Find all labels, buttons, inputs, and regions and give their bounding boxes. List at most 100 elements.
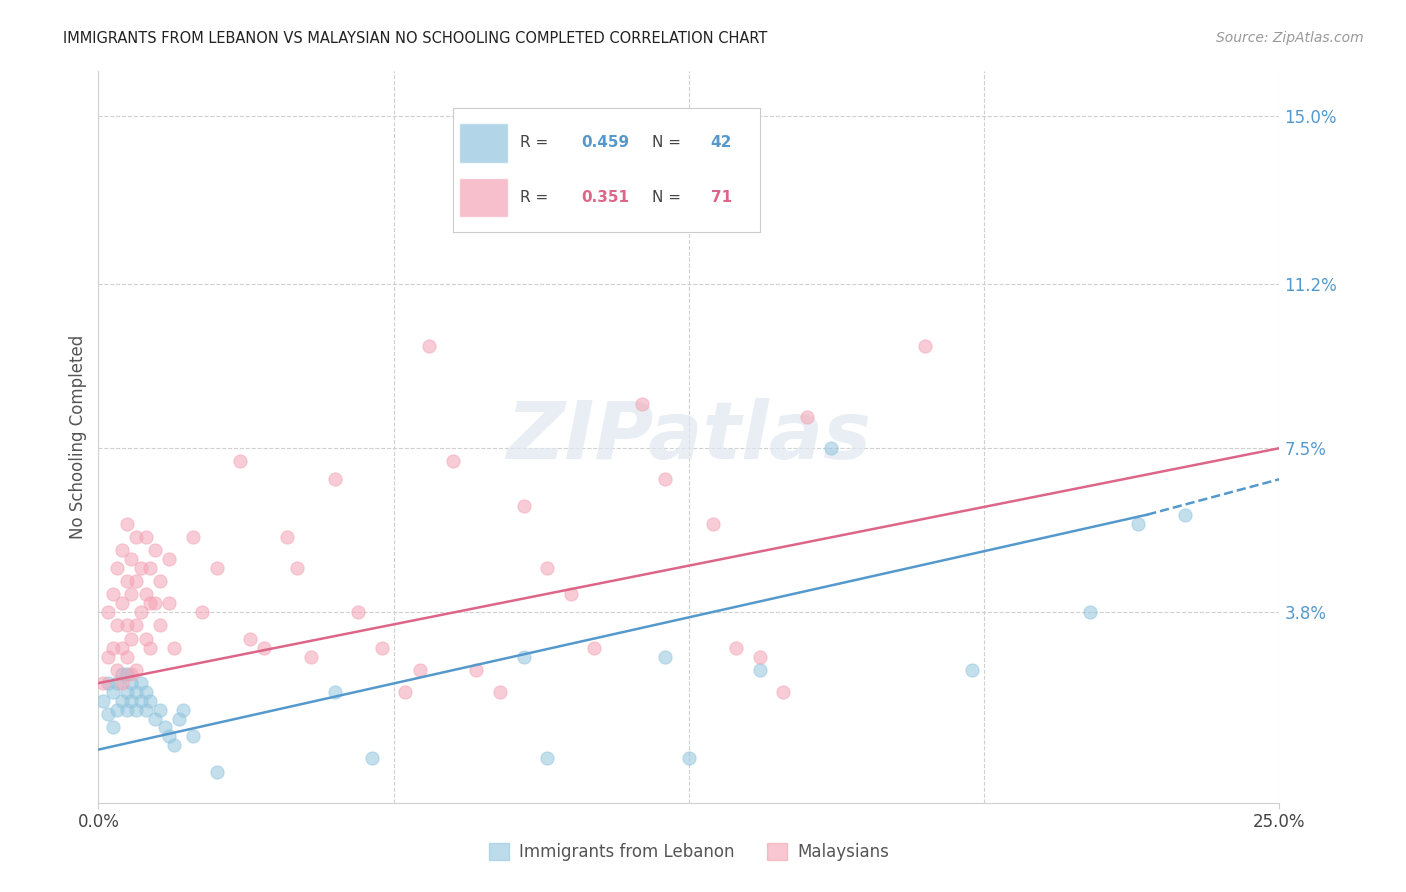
Point bbox=[143, 596, 166, 610]
Point bbox=[748, 663, 770, 677]
Point bbox=[299, 649, 322, 664]
Point bbox=[135, 703, 157, 717]
Point bbox=[157, 596, 180, 610]
Point bbox=[111, 596, 134, 610]
Point bbox=[125, 685, 148, 699]
Point bbox=[135, 530, 157, 544]
Point bbox=[111, 676, 134, 690]
Point bbox=[153, 721, 176, 735]
Point bbox=[1080, 605, 1102, 619]
Point bbox=[121, 587, 143, 601]
Point bbox=[105, 676, 128, 690]
Point bbox=[139, 694, 162, 708]
Point bbox=[512, 649, 534, 664]
Point bbox=[748, 649, 770, 664]
Point bbox=[115, 516, 138, 531]
Point bbox=[121, 667, 143, 681]
Point bbox=[1174, 508, 1197, 522]
Point bbox=[91, 676, 114, 690]
Point bbox=[489, 685, 512, 699]
Point bbox=[149, 703, 172, 717]
Point bbox=[135, 587, 157, 601]
Point bbox=[115, 574, 138, 589]
Point bbox=[239, 632, 262, 646]
Point bbox=[101, 587, 124, 601]
Point bbox=[725, 640, 748, 655]
Point bbox=[962, 663, 984, 677]
Point bbox=[229, 454, 252, 468]
Point bbox=[125, 574, 148, 589]
Point bbox=[105, 561, 128, 575]
Point bbox=[125, 530, 148, 544]
Point bbox=[323, 685, 346, 699]
Point bbox=[347, 605, 370, 619]
Point bbox=[143, 543, 166, 558]
Point bbox=[105, 618, 128, 632]
Point bbox=[408, 663, 430, 677]
Point bbox=[125, 703, 148, 717]
Point bbox=[654, 649, 676, 664]
Point bbox=[121, 552, 143, 566]
Point bbox=[121, 632, 143, 646]
Point bbox=[157, 552, 180, 566]
Text: Source: ZipAtlas.com: Source: ZipAtlas.com bbox=[1216, 31, 1364, 45]
Point bbox=[129, 694, 152, 708]
Point bbox=[101, 721, 124, 735]
Point bbox=[135, 632, 157, 646]
Point bbox=[630, 397, 652, 411]
Point bbox=[101, 640, 124, 655]
Point bbox=[105, 663, 128, 677]
Point bbox=[772, 685, 794, 699]
Point bbox=[441, 454, 464, 468]
Point bbox=[163, 640, 186, 655]
Point bbox=[654, 472, 676, 486]
Point bbox=[129, 605, 152, 619]
Point bbox=[583, 640, 606, 655]
Point bbox=[91, 694, 114, 708]
Point bbox=[111, 694, 134, 708]
Point bbox=[149, 574, 172, 589]
Point bbox=[115, 618, 138, 632]
Point bbox=[285, 561, 308, 575]
Point bbox=[129, 676, 152, 690]
Point bbox=[172, 703, 194, 717]
Point bbox=[125, 618, 148, 632]
Point bbox=[111, 543, 134, 558]
Point bbox=[111, 640, 134, 655]
Point bbox=[129, 561, 152, 575]
Point bbox=[115, 649, 138, 664]
Point bbox=[143, 712, 166, 726]
Point bbox=[323, 472, 346, 486]
Point bbox=[418, 339, 440, 353]
Point bbox=[820, 441, 842, 455]
Point bbox=[97, 676, 120, 690]
Point bbox=[394, 685, 416, 699]
Point bbox=[560, 587, 582, 601]
Point bbox=[121, 676, 143, 690]
Point bbox=[702, 516, 724, 531]
Point bbox=[253, 640, 276, 655]
Point bbox=[139, 561, 162, 575]
Y-axis label: No Schooling Completed: No Schooling Completed bbox=[69, 335, 87, 539]
Point bbox=[97, 649, 120, 664]
Point bbox=[205, 764, 228, 779]
Point bbox=[125, 663, 148, 677]
Point bbox=[361, 751, 384, 765]
Point bbox=[115, 685, 138, 699]
Point bbox=[167, 712, 190, 726]
Point bbox=[512, 499, 534, 513]
Point bbox=[191, 605, 214, 619]
Point bbox=[276, 530, 298, 544]
Point bbox=[105, 703, 128, 717]
Point bbox=[97, 707, 120, 722]
Point bbox=[205, 561, 228, 575]
Point bbox=[139, 596, 162, 610]
Point bbox=[371, 640, 394, 655]
Point bbox=[115, 667, 138, 681]
Point bbox=[181, 530, 204, 544]
Point bbox=[111, 667, 134, 681]
Point bbox=[135, 685, 157, 699]
Point bbox=[97, 605, 120, 619]
Point bbox=[678, 751, 700, 765]
Point bbox=[796, 410, 818, 425]
